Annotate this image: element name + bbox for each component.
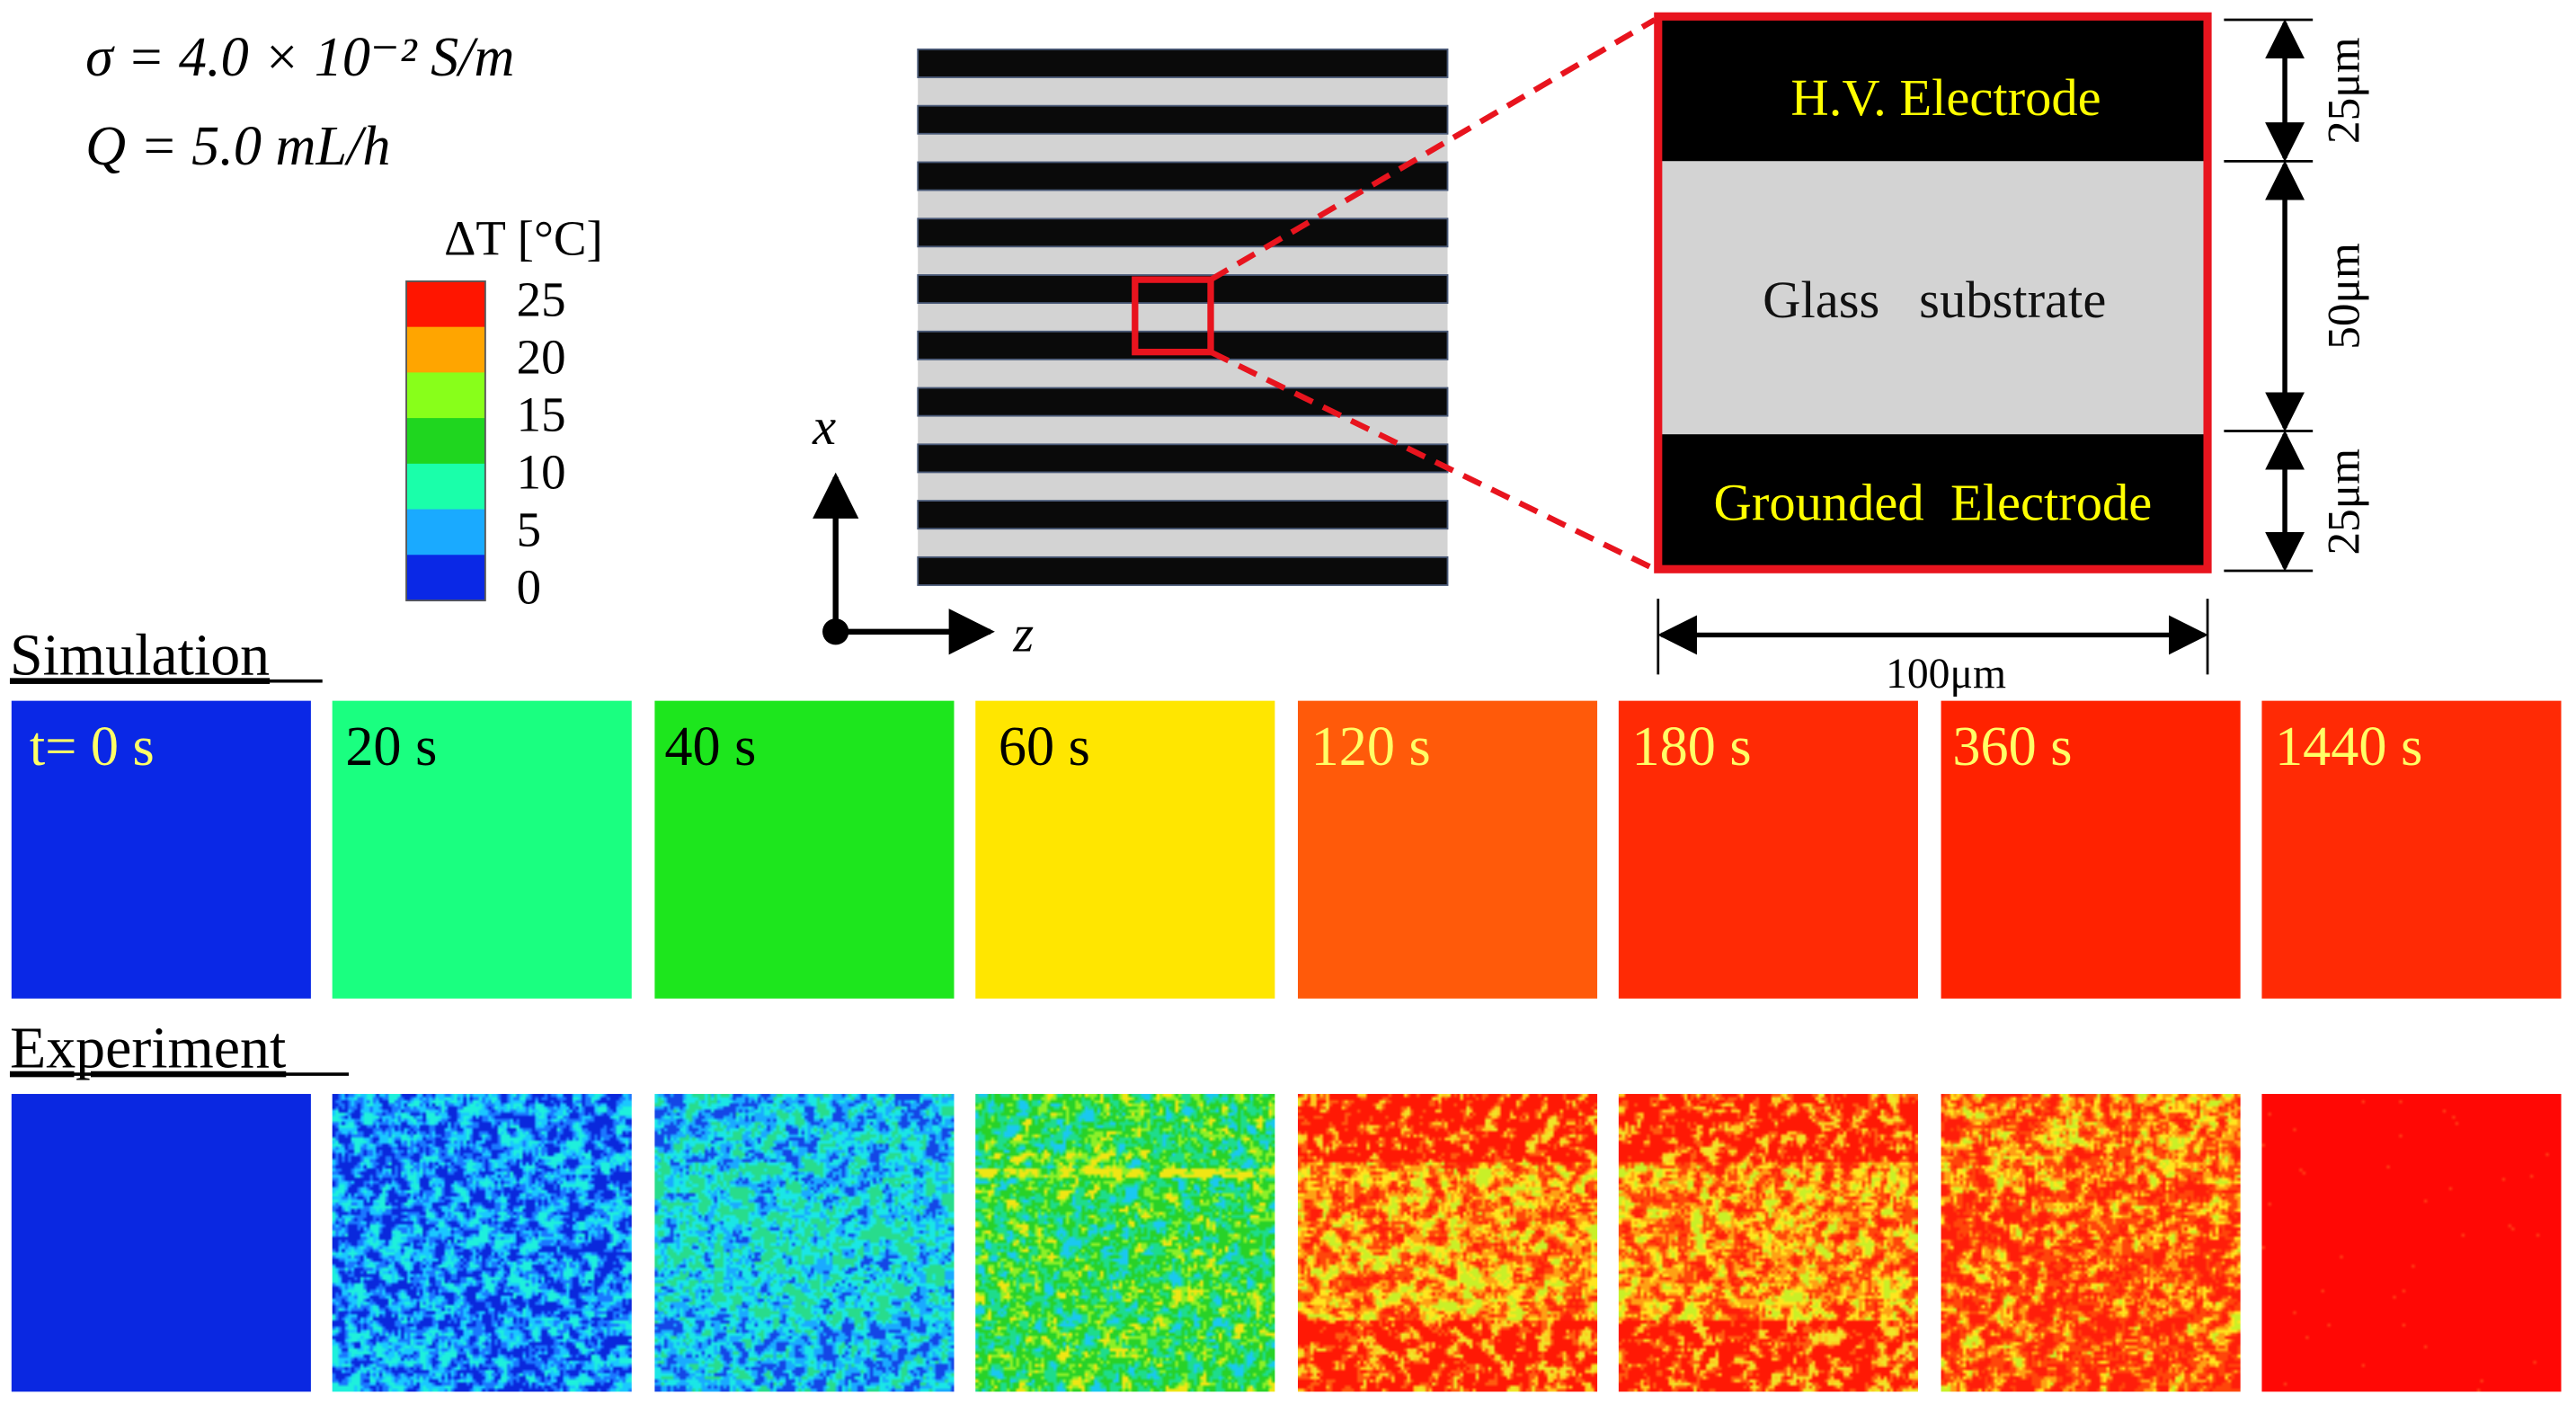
dimension-label-middle: 50μm [2318, 243, 2369, 350]
experiment-panel [332, 1094, 632, 1392]
hv-electrode-label: H.V. Electrode [1790, 68, 2101, 127]
experiment-panel [2261, 1094, 2562, 1392]
simulation-time-label: 60 s [999, 716, 1090, 778]
vertical-dimensions [2224, 18, 2314, 573]
zoom-line-top [1209, 17, 1657, 282]
simulation-heading: Simulation [10, 622, 270, 688]
zoom-frame [1654, 12, 2212, 573]
experiment-panel [654, 1094, 955, 1392]
colorbar-tick: 10 [517, 445, 566, 500]
zoom-region-box [1132, 276, 1214, 356]
colorbar-swatches [405, 280, 486, 601]
grounded-electrode-label: Grounded Electrode [1714, 473, 2153, 531]
electrode-stripe [917, 555, 1449, 586]
colorbar-legend: ΔT [°C] 25 20 15 10 5 0 [405, 211, 603, 615]
experiment-heading: Experiment [10, 1016, 286, 1081]
electrode-stripe [917, 161, 1449, 191]
experiment-panel [975, 1094, 1275, 1392]
experiment-panel [1941, 1094, 2241, 1392]
simulation-row: t= 0 s 20 s 40 s 60 s 120 s 180 s 360 s … [11, 700, 2562, 999]
simulation-panel [11, 700, 311, 999]
axis-origin-dot [822, 618, 849, 645]
glass-substrate-layer [1657, 161, 2208, 435]
colorbar-frame [405, 280, 486, 601]
simulation-time-label: 180 s [1631, 716, 1751, 778]
simulation-panel [1618, 700, 1918, 999]
simulation-panel [1941, 700, 2241, 999]
experiment-panel [1297, 1094, 1598, 1392]
coordinate-axes: x z [812, 397, 1034, 663]
electrode-stripe [917, 48, 1449, 78]
colorbar-swatch [406, 372, 485, 420]
hv-electrode-layer [1657, 19, 2208, 162]
simulation-time-label: 20 s [345, 716, 437, 778]
simulation-panel [1297, 700, 1598, 999]
sigma-parameter: σ = 4.0 × 10⁻² S/m [85, 27, 514, 88]
electrode-stripe [917, 387, 1449, 417]
colorbar-swatch [406, 326, 485, 374]
electrode-stripe [917, 104, 1449, 135]
simulation-time-label: 120 s [1311, 716, 1431, 778]
dimension-label-width: 100μm [1886, 651, 2006, 698]
glass-substrate-area [918, 49, 1448, 580]
zoomed-cross-section: H.V. Electrode Glass substrate Grounded … [1654, 12, 2212, 573]
colorbar-swatch [406, 509, 485, 556]
x-axis-label: x [812, 397, 836, 456]
experiment-panel [11, 1094, 311, 1392]
simulation-time-label: 40 s [664, 716, 756, 778]
flow-rate-parameter: Q = 5.0 mL/h [85, 116, 390, 177]
colorbar-ticks: 25 20 15 10 5 0 [517, 271, 566, 614]
simulation-time-label: t= 0 s [30, 716, 155, 778]
colorbar-tick: 5 [517, 502, 541, 557]
colorbar-tick: 15 [517, 387, 566, 441]
experiment-panel [1618, 1094, 1918, 1392]
electrode-stripe [917, 500, 1449, 530]
colorbar-swatch [406, 418, 485, 465]
colorbar-tick: 0 [517, 560, 541, 615]
colorbar-title: ΔT [°C] [444, 211, 603, 266]
simulation-panel [2261, 700, 2562, 999]
glass-substrate-label: Glass substrate [1763, 271, 2106, 329]
simulation-time-label: 1440 s [2275, 716, 2422, 778]
electrode-stripe-pattern [917, 48, 1449, 586]
electrode-stripe [917, 218, 1449, 248]
simulation-panel [332, 700, 632, 999]
colorbar-swatch [406, 280, 485, 328]
simulation-panel [975, 700, 1275, 999]
horizontal-dimension [1657, 599, 2209, 675]
experiment-row [11, 1094, 2562, 1392]
electrode-stripe [917, 330, 1449, 360]
colorbar-tick: 20 [517, 329, 566, 384]
z-axis-label: z [1012, 605, 1034, 663]
colorbar-tick: 25 [517, 271, 566, 326]
simulation-time-label: 360 s [1952, 716, 2072, 778]
colorbar-swatch [406, 463, 485, 511]
electrode-stripe [917, 443, 1449, 474]
zoom-line-bottom [1209, 349, 1657, 573]
simulation-panel [654, 700, 955, 999]
colorbar-swatch [406, 555, 485, 601]
dimension-label-bottom: 25μm [2318, 449, 2369, 555]
dimension-label-top: 25μm [2318, 37, 2369, 144]
grounded-electrode-layer [1657, 434, 2208, 570]
